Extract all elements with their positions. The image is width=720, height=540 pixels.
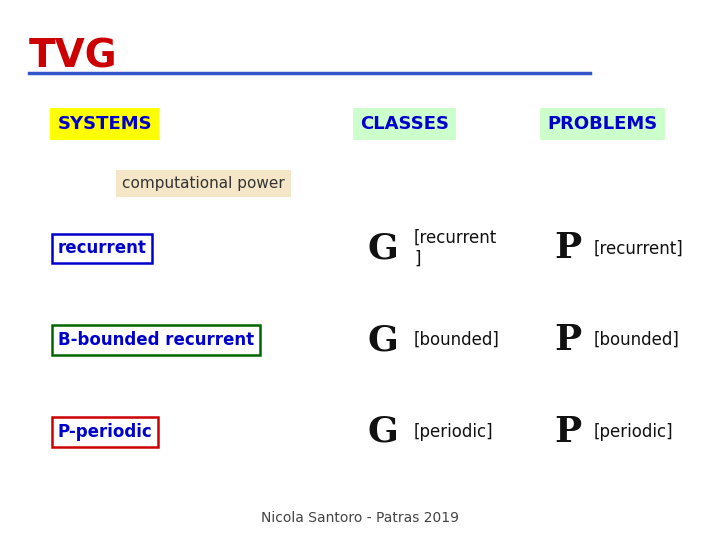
Text: P-periodic: P-periodic [58, 423, 153, 441]
Text: recurrent: recurrent [58, 239, 146, 258]
Text: [bounded]: [bounded] [594, 331, 680, 349]
Text: [recurrent]: [recurrent] [594, 239, 684, 258]
Text: G: G [367, 323, 398, 357]
Text: [recurrent
]: [recurrent ] [414, 229, 498, 268]
Text: B-bounded recurrent: B-bounded recurrent [58, 331, 253, 349]
Text: Nicola Santoro - Patras 2019: Nicola Santoro - Patras 2019 [261, 511, 459, 525]
Text: P: P [554, 232, 582, 265]
Text: [periodic]: [periodic] [414, 423, 494, 441]
Text: G: G [367, 232, 398, 265]
Text: CLASSES: CLASSES [360, 115, 449, 133]
Text: P: P [554, 415, 582, 449]
Text: SYSTEMS: SYSTEMS [58, 115, 152, 133]
Text: TVG: TVG [29, 38, 117, 76]
Text: [periodic]: [periodic] [594, 423, 674, 441]
Text: PROBLEMS: PROBLEMS [547, 115, 657, 133]
Text: P: P [554, 323, 582, 357]
Text: [bounded]: [bounded] [414, 331, 500, 349]
Text: computational power: computational power [122, 176, 285, 191]
Text: G: G [367, 415, 398, 449]
